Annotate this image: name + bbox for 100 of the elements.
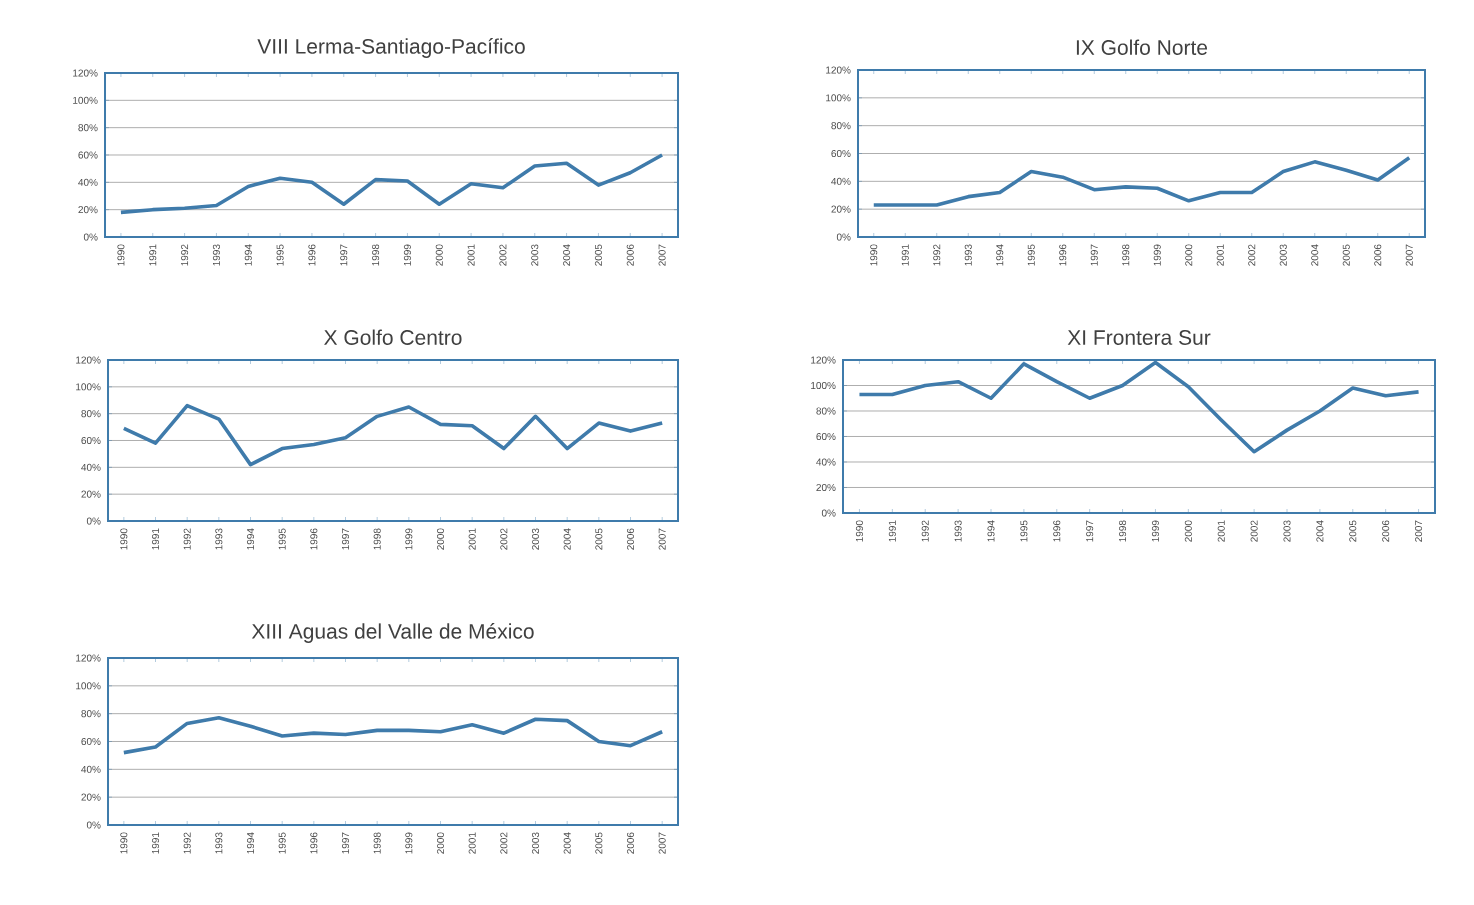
y-tick-label: 60% [81,436,101,445]
y-tick-label: 100% [76,383,101,391]
chart-title: IX Golfo Norte [1076,39,1208,55]
x-tick-label: 1994 [246,528,255,550]
x-tick-label: 1991 [151,832,160,854]
x-tick-label: 1994 [996,244,1004,266]
x-tick-label: 1999 [1153,244,1161,266]
y-tick-label: 20% [78,206,98,214]
x-tick-label: 2000 [435,244,443,266]
x-tick-label: 1995 [278,832,286,854]
y-tick-label: 60% [78,151,98,159]
x-tick-label: 1990 [120,832,128,854]
chart-title: XIII Aguas del Valle de México [251,623,534,643]
x-tick-label: 2003 [531,528,540,550]
x-tick-label: 1995 [276,244,284,266]
x-tick-label: 1991 [149,244,157,266]
x-tick-label: 1997 [1090,244,1098,266]
x-tick-label: 2001 [468,528,476,550]
x-tick-label: 1991 [151,528,160,550]
y-tick-label: 80% [831,122,851,130]
x-tick-label: 2002 [1250,520,1258,542]
y-tick-label: 40% [831,177,851,185]
x-tick-label: 1998 [1122,244,1130,266]
x-tick-label: 2000 [436,832,445,854]
y-tick-label: 0% [86,517,101,525]
line-series [122,716,664,755]
x-tick-label: 2007 [658,244,666,266]
x-tick-label: 1992 [921,520,929,542]
y-tick-label: 40% [81,765,101,773]
x-tick-label: 2007 [658,832,666,854]
y-tick-label: 0% [821,509,836,517]
x-tick-label: 1993 [964,244,972,266]
x-tick-label: 1997 [341,832,350,854]
x-tick-label: 2007 [658,528,666,550]
x-tick-label: 2005 [1342,244,1350,266]
y-tick-label: 100% [76,682,101,690]
y-tick-label: 80% [816,407,836,415]
x-tick-label: 1993 [954,520,962,542]
x-tick-label: 1995 [1020,520,1028,542]
y-tick-label: 100% [811,381,836,390]
x-tick-label: 1990 [117,244,125,266]
x-tick-label: 2002 [499,244,507,266]
x-tick-label: 2003 [531,244,539,266]
x-tick-label: 1995 [278,528,286,550]
x-tick-label: 2004 [1316,520,1324,542]
x-tick-label: 2007 [1405,244,1413,266]
x-tick-label: 1994 [987,520,995,542]
y-tick-label: 40% [81,463,101,471]
x-tick-label: 2006 [626,832,635,854]
x-tick-label: 2000 [1184,520,1192,542]
y-tick-label: 120% [73,69,98,77]
x-tick-label: 1993 [212,244,220,266]
y-tick-label: 0% [836,233,851,241]
y-tick-label: 80% [81,710,101,718]
y-tick-label: 60% [81,737,101,746]
y-tick-label: 60% [816,432,836,441]
x-tick-label: 2000 [1185,244,1193,266]
x-tick-label: 1997 [341,528,350,550]
y-tick-label: 120% [811,356,836,364]
y-tick-label: 80% [78,124,98,132]
y-tick-label: 0% [83,233,98,241]
x-tick-label: 2004 [563,528,571,550]
x-tick-label: 1998 [372,244,380,266]
y-tick-label: 120% [826,66,851,74]
x-tick-label: 1994 [244,244,252,266]
y-tick-label: 0% [86,821,101,829]
x-tick-label: 1999 [405,832,413,854]
y-tick-label: 120% [76,654,101,662]
line-series [122,403,664,467]
line-series [119,153,664,215]
x-tick-label: 1992 [181,244,189,266]
x-tick-label: 2001 [467,244,475,266]
x-tick-label: 1996 [310,528,318,550]
x-tick-label: 1992 [933,244,941,266]
x-tick-label: 2000 [436,528,445,550]
x-tick-label: 1998 [373,528,381,550]
y-tick-label: 40% [78,178,98,186]
y-tick-label: 100% [826,94,851,102]
x-tick-label: 2003 [531,832,540,854]
y-tick-label: 100% [73,96,98,104]
chart-title: VIII Lerma-Santiago-Pacífico [257,38,525,58]
x-tick-label: 1994 [246,832,255,854]
x-tick-label: 2001 [1217,520,1225,542]
x-tick-label: 2004 [1311,244,1319,266]
x-tick-label: 1999 [405,528,413,550]
x-tick-label: 1999 [403,244,411,266]
x-tick-label: 2006 [1374,244,1382,266]
x-tick-label: 2007 [1415,520,1423,542]
y-tick-label: 40% [816,458,836,466]
x-tick-label: 2003 [1279,244,1287,266]
x-tick-label: 2005 [595,528,603,550]
x-tick-label: 1998 [373,832,381,854]
x-tick-label: 2004 [563,832,571,854]
x-tick-label: 1997 [1086,520,1094,542]
x-tick-label: 2004 [563,244,571,266]
y-tick-label: 20% [81,490,101,498]
x-tick-label: 2005 [1349,520,1357,542]
x-tick-label: 2006 [1382,520,1390,542]
x-tick-label: 1996 [308,244,316,266]
x-tick-label: 1992 [183,528,191,550]
